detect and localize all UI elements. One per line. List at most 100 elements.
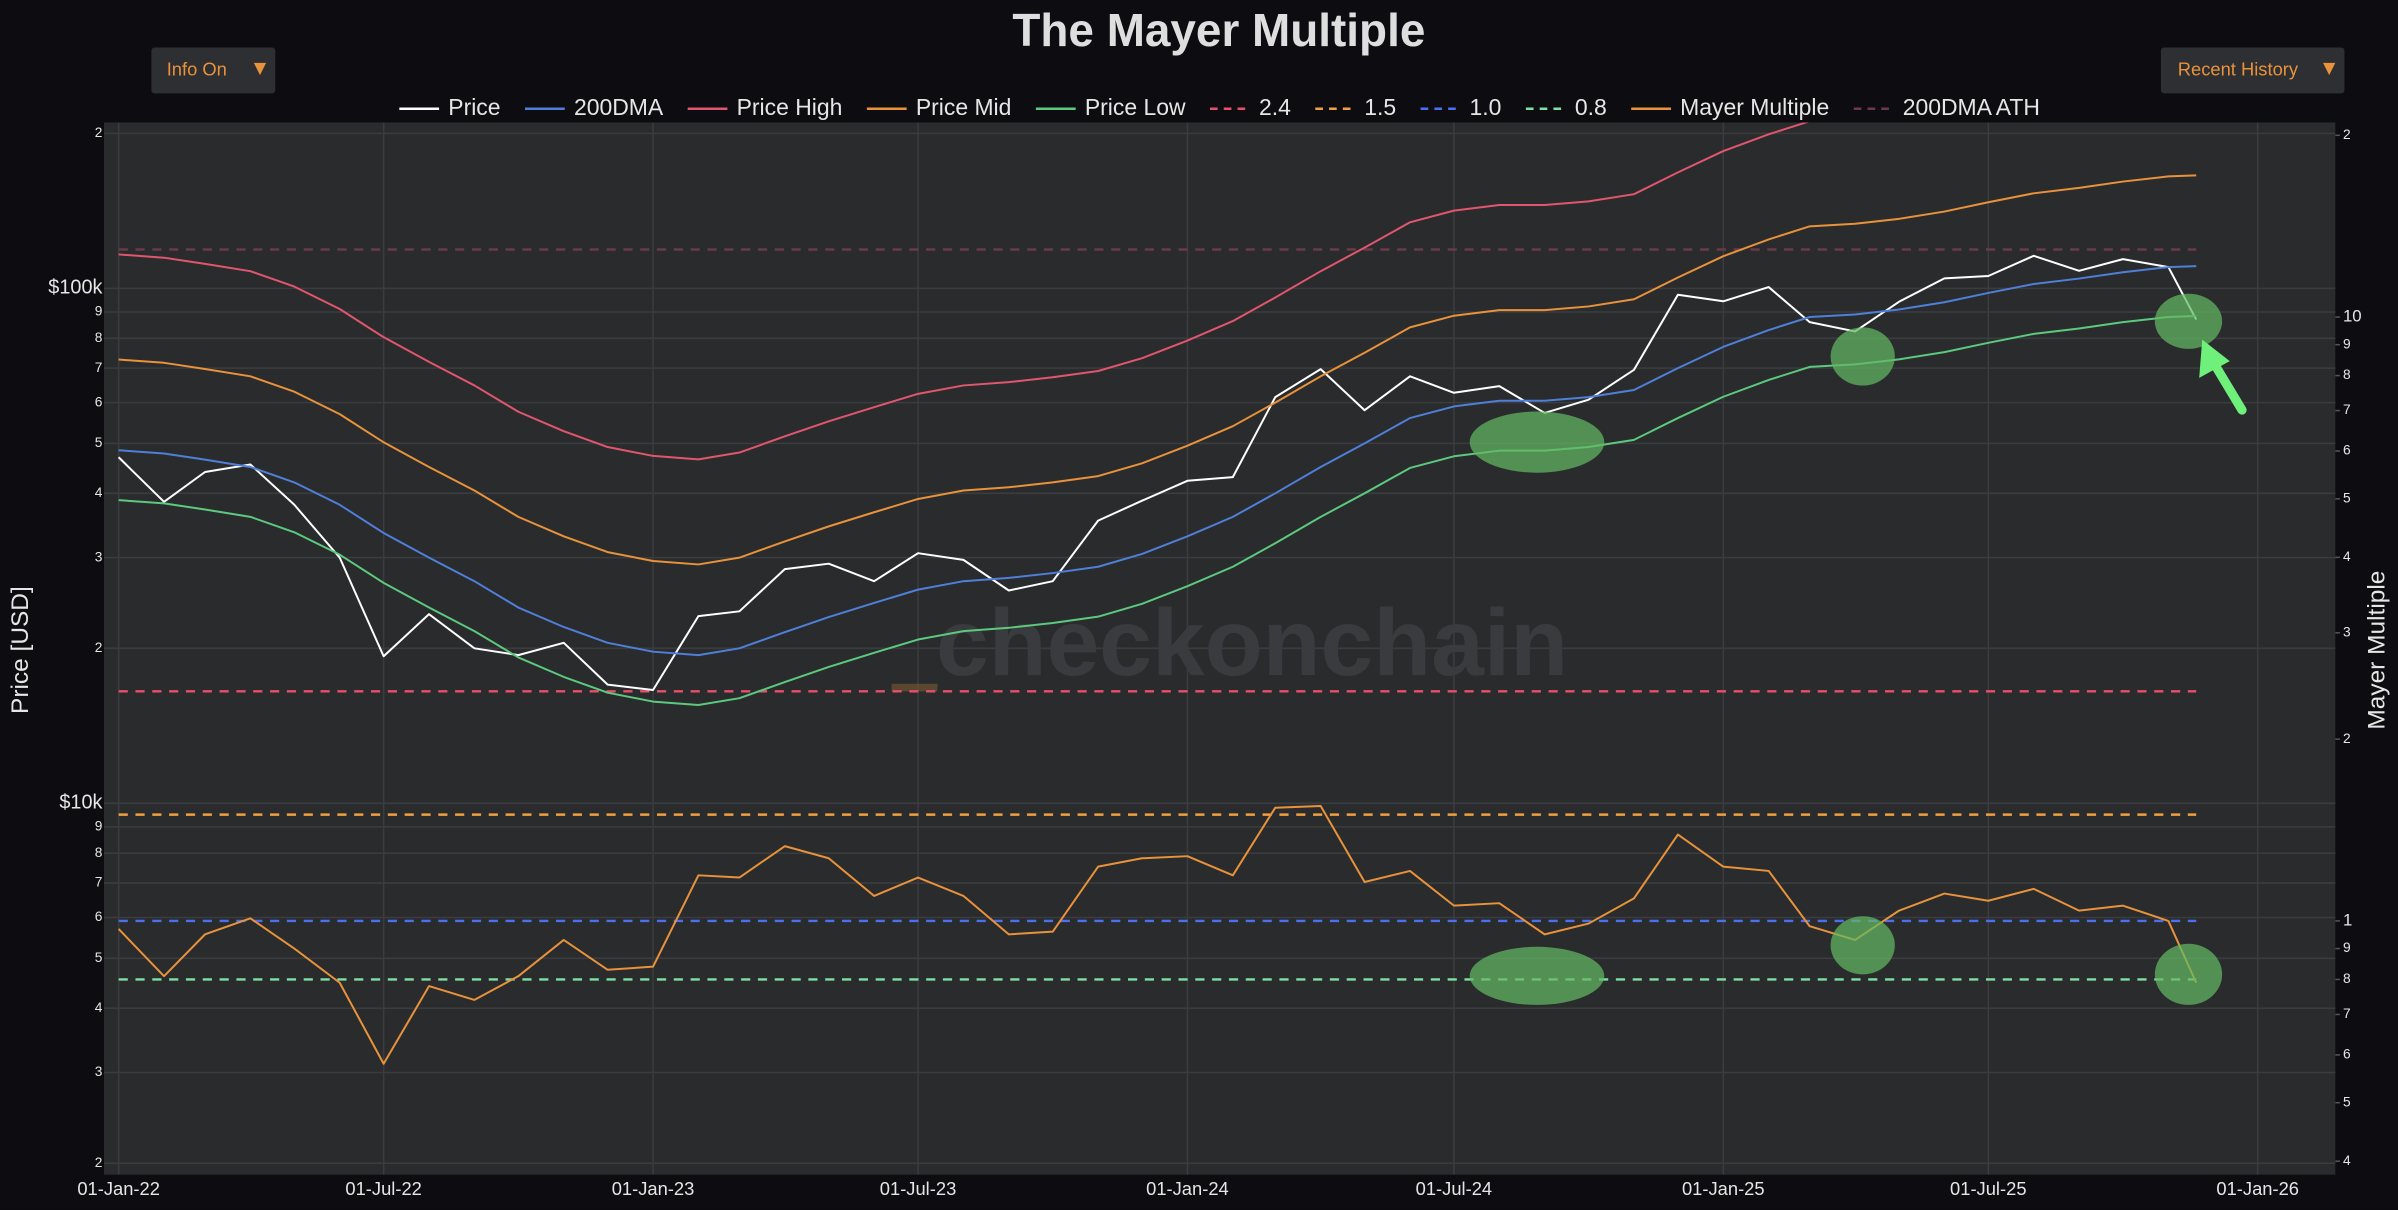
highlight [1469,411,1605,473]
legend-item: Price Mid [866,94,1012,120]
series-line [118,265,2197,657]
watermark-bar [891,683,938,692]
x-tick-label: 01-Jan-22 [77,1178,160,1199]
y2-tick-label: 8 [2343,971,2351,986]
y-tick-label: 7 [95,875,103,890]
legend-label: Mayer Multiple [1680,94,1829,120]
legend-label: 2.4 [1259,94,1291,120]
watermark-text: checkonchain [936,590,1568,696]
y-tick-label: 7 [95,360,103,375]
legend-label: Price Mid [916,94,1012,120]
button-label[interactable]: Info On [167,58,227,79]
y-tick-label: 6 [95,394,103,409]
y2-tick-label: 6 [2343,1047,2351,1062]
x-tick-label: 01-Jul-22 [345,1178,421,1199]
legend: Price 200DMA Price High Price Mid Price Low 2… [399,94,2040,120]
y-tick-label: 2 [95,640,103,655]
series-line [118,122,1809,461]
legend-item: Price [399,94,501,120]
y-tick-label: 5 [95,435,103,450]
x-tick-label: 01-Jan-26 [2216,1178,2299,1199]
legend-label: Price [448,94,500,120]
legend-item: Mayer Multiple [1631,94,1829,120]
watermark: checkonchain [891,590,1568,696]
highlight [1830,916,1895,975]
arrow-shaft [2209,359,2247,415]
y-tick-label: 8 [95,330,103,345]
y2-tick-label: 5 [2343,490,2351,505]
legend-label: 200DMA ATH [1903,94,2040,120]
y2-tick-label: 6 [2343,443,2351,458]
y2-tick-label: 2 [2343,127,2351,142]
legend-item: 0.8 [1525,94,1607,120]
y2-tick-label: 2 [2343,731,2351,746]
y-tick-label: 2 [95,1155,103,1170]
y2-tick-label: 3 [2343,624,2351,639]
arrow [2199,339,2247,415]
x-tick-label: 01-Jul-25 [1950,1178,2026,1199]
y2-axis-title: Mayer Multiple [2364,571,2391,730]
y2-tick-label: 10 [2343,307,2362,326]
series-line [118,174,2197,566]
legend-item: 1.5 [1315,94,1396,120]
button-bg[interactable] [151,47,276,94]
highlight [1830,327,1895,386]
legend-item: 2.4 [1210,94,1291,120]
y2-tick-label: 4 [2343,549,2351,564]
legend-label: Price Low [1085,94,1186,120]
x-tick-label: 01-Jul-23 [880,1178,956,1199]
y2-tick-label: 5 [2343,1094,2351,1109]
info-button[interactable]: Info On [151,47,276,94]
highlight [2154,943,2223,1005]
x-tick-label: 01-Jan-24 [1146,1178,1229,1199]
y-tick-label: 4 [95,1000,103,1015]
grid [103,122,2336,1175]
legend-item: 200DMA ATH [1853,94,2040,120]
button-bg[interactable] [2160,47,2345,94]
y-tick-label: 3 [95,549,103,564]
chart-title: The Mayer Multiple [1012,4,1425,56]
range-button[interactable]: Recent History [2160,47,2345,94]
arrow-head [2199,339,2230,378]
legend-item: Price High [687,94,843,120]
y-tick-label: 6 [95,909,103,924]
legend-label: Price High [737,94,843,120]
x-tick-label: 01-Jul-24 [1416,1178,1492,1199]
legend-label: 1.5 [1364,94,1396,120]
legend-label: 1.0 [1470,94,1502,120]
y-tick-label: 5 [95,950,103,965]
x-tick-label: 01-Jan-25 [1682,1178,1765,1199]
highlight [2154,293,2223,349]
series-line [117,254,2198,691]
y2-tick-label: 9 [2343,940,2351,955]
y-tick-label: $100k [48,277,102,299]
y-axis-title: Price [USD] [7,586,34,714]
legend-item: Price Low [1035,94,1186,120]
x-tick-label: 01-Jan-23 [612,1178,695,1199]
y-tick-label: 9 [95,819,103,834]
legend-item: 1.0 [1420,94,1502,120]
highlight [1469,946,1605,1005]
y-tick-label: 4 [95,485,103,500]
y2-tick-label: 4 [2343,1153,2351,1168]
dropdown-icon[interactable] [253,62,267,76]
y-tick-label: 8 [95,845,103,860]
button-label[interactable]: Recent History [2178,58,2299,79]
dropdown-icon[interactable] [2323,62,2336,76]
legend-label: 0.8 [1575,94,1607,120]
legend-item: 200DMA [525,94,664,120]
y-tick-label: 3 [95,1064,103,1079]
y2-tick-label: 9 [2343,336,2351,351]
y-tick-label: 9 [95,304,103,319]
y2-tick-label: 8 [2343,367,2351,382]
y2-tick-label: 7 [2343,1006,2351,1021]
annotations [1469,293,2223,1005]
y-tick-label: 2 [95,125,103,140]
y2-tick-label: 7 [2343,402,2351,417]
y2-tick-label: 1 [2343,910,2352,929]
legend-label: 200DMA [574,94,664,120]
axes: 01-Jan-22 01-Jul-22 01-Jan-23 01-Jul-23 01-J… [48,125,2361,1199]
y-tick-label: $10k [59,792,102,814]
